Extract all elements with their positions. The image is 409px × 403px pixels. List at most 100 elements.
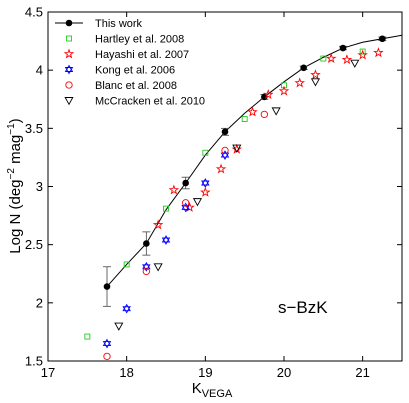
legend-marker [64, 64, 74, 75]
data-point [231, 143, 243, 154]
legend-marker [63, 48, 75, 59]
data-point-up [122, 303, 131, 312]
legend-entry-label: Kong et al. 2006 [95, 65, 175, 77]
legend-entry-label: McCracken et al. 2010 [95, 96, 205, 108]
data-point [310, 69, 321, 80]
legend: This work Hartley et al. 2008 Hayashi et a… [55, 18, 205, 108]
data-point-down [102, 341, 112, 349]
legend-marker-up [64, 64, 74, 72]
x-tick-label: 17 [41, 365, 55, 380]
data-point [310, 78, 321, 87]
data-point [163, 205, 169, 212]
data-point [114, 322, 124, 331]
data-point [359, 48, 366, 55]
data-point-down [201, 180, 210, 188]
data-point [320, 55, 327, 62]
data-point [84, 333, 91, 340]
y-tick-label: 4 [36, 63, 43, 78]
data-point [260, 110, 268, 119]
x-tick-label: 19 [198, 365, 212, 380]
data-point-up [161, 235, 171, 243]
data-point [341, 54, 353, 65]
series-5 [114, 59, 360, 331]
legend-marker-down [64, 67, 74, 75]
x-axis-label-subscript: VEGA [202, 388, 233, 400]
data-point [153, 263, 163, 272]
data-point [350, 59, 360, 68]
data-point-down [220, 152, 230, 160]
data-point-up [220, 150, 230, 158]
x-tick-label: 18 [119, 365, 133, 380]
data-point [201, 178, 210, 188]
data-point [200, 186, 211, 197]
data-point-up [201, 178, 210, 186]
y-axis-label-sup1: −2 [6, 168, 17, 180]
x-tick-label: 21 [355, 365, 369, 380]
y-tick-label: 3.5 [25, 121, 43, 136]
y-tick-label: 3 [36, 179, 43, 194]
annotation-label: s−BzK [278, 298, 328, 317]
data-point [122, 303, 131, 314]
axis-ticks: 17 18 19 20 21 1.5 2 2.5 3 3.5 4 4.5 [25, 5, 402, 380]
data-point [373, 47, 384, 58]
y-axis-label-end: ) [7, 118, 24, 123]
y-tick-label: 4.5 [25, 5, 43, 20]
y-tick-label: 1.5 [25, 354, 43, 369]
data-point-up [181, 202, 190, 210]
data-point [271, 107, 281, 116]
data-point [232, 144, 242, 153]
y-tick-label: 2.5 [25, 237, 43, 252]
data-point [300, 64, 307, 72]
data-point [142, 261, 151, 272]
data-point [152, 219, 164, 230]
data-point [325, 52, 337, 64]
data-point-up [142, 261, 151, 270]
data-point [181, 202, 190, 213]
data-point [379, 35, 386, 43]
legend-marker [66, 35, 72, 42]
data-point-down [161, 237, 171, 245]
data-point [262, 89, 274, 100]
data-point [357, 49, 368, 60]
data-point [221, 146, 229, 155]
legend-entry-label: This work [95, 18, 143, 30]
data-point [247, 106, 258, 117]
x-tick-label: 20 [277, 365, 291, 380]
legend-marker [65, 19, 73, 27]
data-point [221, 128, 229, 136]
data-point [168, 184, 180, 195]
data-point [261, 93, 268, 101]
data-point [241, 116, 248, 122]
data-point [182, 199, 190, 207]
data-marks [84, 35, 387, 360]
series-2 [152, 47, 384, 230]
data-point [182, 179, 189, 187]
y-axis-label: Log N (deg−2 mag−1) [6, 118, 24, 253]
data-point [102, 338, 112, 349]
data-point-down [181, 204, 190, 213]
data-point [103, 283, 111, 290]
data-point [142, 267, 150, 276]
legend-marker [65, 81, 73, 89]
data-point [103, 352, 111, 360]
x-axis-label: KVEGA [192, 380, 233, 400]
legend-marker [64, 97, 74, 106]
data-point [278, 85, 290, 96]
data-point-down [122, 306, 131, 314]
data-point [192, 198, 203, 207]
data-point-up [102, 338, 112, 346]
legend-entry-label: Hartley et al. 2008 [95, 34, 184, 46]
data-point [215, 163, 227, 174]
data-point [143, 240, 150, 247]
y-axis-label-sup2: −1 [6, 123, 17, 135]
legend-entry-label: Hayashi et al. 2007 [95, 49, 189, 61]
legend-entry-label: Blanc et al. 2008 [95, 80, 177, 92]
y-tick-label: 2 [36, 295, 43, 310]
data-point [339, 44, 347, 52]
y-axis-label-mid: mag [7, 135, 24, 168]
series-4 [103, 110, 268, 360]
series-1 [84, 48, 366, 340]
series-0 [103, 35, 387, 307]
data-point [220, 150, 230, 160]
